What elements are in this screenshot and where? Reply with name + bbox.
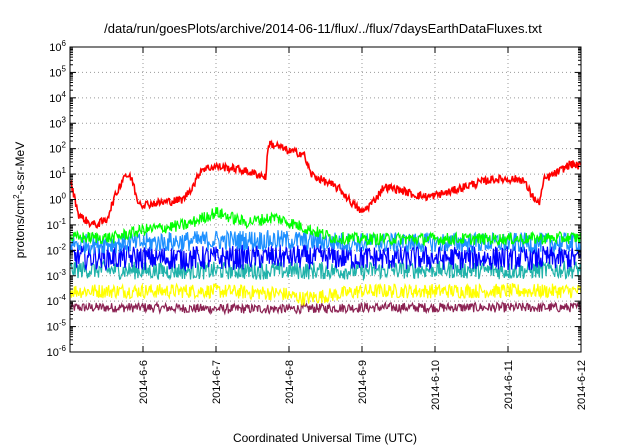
y-tick-exponent: -3 <box>59 268 67 277</box>
y-tick-exponent: 0 <box>62 192 67 201</box>
y-tick-label: 10-3 <box>47 268 67 283</box>
y-tick-base: 10 <box>47 271 59 283</box>
x-axis-label: Coordinated Universal Time (UTC) <box>233 431 417 445</box>
y-tick-label: 103 <box>49 115 66 130</box>
x-tick-label: 2014-6-9 <box>357 360 369 404</box>
y-tick-label: 10-4 <box>47 293 67 308</box>
y-axis-label-suffix: -s-sr-MeV <box>13 142 27 195</box>
y-tick-base: 10 <box>47 220 59 232</box>
y-tick-base: 10 <box>47 322 59 334</box>
y-tick-base: 10 <box>49 169 61 181</box>
y-tick-label: 106 <box>49 39 66 54</box>
x-tick-label: 2014-6-12 <box>576 360 588 410</box>
y-tick-label: 100 <box>49 192 66 207</box>
y-tick-exponent: -2 <box>59 242 67 251</box>
series-line-2 <box>70 259 581 282</box>
series-line-5 <box>70 207 581 247</box>
y-tick-base: 10 <box>47 347 59 359</box>
y-tick-exponent: -1 <box>59 217 67 226</box>
x-tick-label: 2014-6-6 <box>138 360 150 404</box>
y-axis-label-sup: 2 <box>12 194 21 199</box>
y-tick-label: 10-6 <box>47 344 67 359</box>
data-series <box>70 139 581 316</box>
x-tick-label: 2014-6-10 <box>430 360 442 410</box>
x-tick-label: 2014-6-7 <box>211 360 223 404</box>
y-tick-base: 10 <box>49 42 61 54</box>
y-tick-exponent: 1 <box>62 166 67 175</box>
y-tick-base: 10 <box>49 144 61 156</box>
series-line-1 <box>70 282 581 306</box>
y-tick-label: 104 <box>49 90 66 105</box>
y-tick-exponent: -5 <box>59 319 67 328</box>
series-line-0 <box>70 300 581 316</box>
y-tick-labels: 10-610-510-410-310-210-11001011021031041… <box>47 39 67 359</box>
x-tick-label: 2014-6-8 <box>284 360 296 404</box>
series-line-3 <box>70 243 581 273</box>
y-tick-label: 10-2 <box>47 242 67 257</box>
y-tick-exponent: -6 <box>59 344 67 353</box>
plot-frame <box>69 46 582 353</box>
y-tick-base: 10 <box>47 296 59 308</box>
y-tick-label: 105 <box>49 64 66 79</box>
y-tick-exponent: -4 <box>59 293 67 302</box>
y-tick-base: 10 <box>49 118 61 130</box>
series-line-6 <box>70 139 581 229</box>
x-tick-labels: 2014-6-6 2014-6-7 2014-6-8 2014-6-9 2014-6-1… <box>138 360 588 410</box>
y-tick-label: 101 <box>49 166 66 181</box>
y-tick-base: 10 <box>49 67 61 79</box>
y-tick-base: 10 <box>47 245 59 257</box>
y-tick-base: 10 <box>49 195 61 207</box>
chart-title: /data/run/goesPlots/archive/2014-06-11/f… <box>104 21 542 36</box>
y-tick-base: 10 <box>49 93 61 105</box>
y-tick-exponent: 3 <box>62 115 67 124</box>
y-tick-exponent: 6 <box>62 39 67 48</box>
y-tick-exponent: 2 <box>62 141 67 150</box>
y-tick-label: 10-1 <box>47 217 67 232</box>
y-axis-label: protons/cm2-s-sr-MeV <box>12 142 27 258</box>
y-tick-exponent: 5 <box>62 64 67 73</box>
grid-lines <box>70 47 581 352</box>
y-axis-label-prefix: protons/cm <box>13 199 27 258</box>
y-tick-exponent: 4 <box>62 90 67 99</box>
y-tick-label: 10-5 <box>47 319 67 334</box>
x-tick-label: 2014-6-11 <box>503 360 515 409</box>
y-tick-label: 102 <box>49 141 66 156</box>
